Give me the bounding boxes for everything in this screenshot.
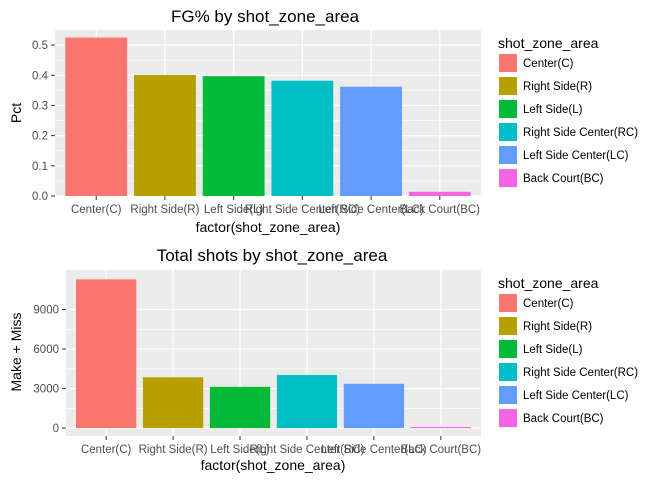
legend-label: Back Court(BC) bbox=[523, 173, 604, 185]
legend-key bbox=[499, 146, 517, 164]
legend-label: Center(C) bbox=[523, 58, 574, 70]
legend-key bbox=[499, 340, 517, 358]
legend-key bbox=[499, 77, 517, 95]
y-axis-title: Make + Miss bbox=[8, 313, 24, 392]
y-tick-label: 0.1 bbox=[32, 161, 48, 173]
x-tick-label: Left Side(L) bbox=[204, 204, 264, 216]
x-tick-label: Right Side(R) bbox=[130, 204, 199, 216]
legend-key bbox=[499, 54, 517, 72]
x-tick-label: Right Side Center(RC) bbox=[249, 444, 364, 456]
legend-key bbox=[499, 363, 517, 381]
x-tick-label: Right Side Center(RC) bbox=[245, 204, 360, 216]
bar bbox=[209, 386, 271, 429]
bar bbox=[410, 427, 471, 429]
legend-title: shot_zone_area bbox=[498, 35, 599, 51]
legend-label: Right Side(R) bbox=[523, 81, 592, 93]
bar bbox=[134, 74, 196, 196]
legend-label: Left Side(L) bbox=[523, 104, 583, 116]
legend: shot_zone_area Center(C) Right Side(R) Lef… bbox=[498, 35, 638, 187]
chart-title: Total shots by shot_zone_area bbox=[157, 246, 388, 265]
y-tick-label: 0.3 bbox=[32, 100, 48, 112]
legend-label: Right Side Center(RC) bbox=[523, 127, 638, 139]
legend: shot_zone_area Center(C) Right Side(R) Lef… bbox=[498, 275, 638, 427]
legend-items: Center(C) Right Side(R) Left Side(L) Right … bbox=[499, 294, 638, 427]
x-axis-title: factor(shot_zone_area) bbox=[196, 219, 341, 235]
legend-label: Back Court(BC) bbox=[523, 413, 604, 425]
x-tick-label: Left Side Center(LC) bbox=[321, 444, 427, 456]
legend-key bbox=[499, 123, 517, 141]
legend-key bbox=[499, 169, 517, 187]
legend-label: Center(C) bbox=[523, 298, 574, 310]
legend-label: Right Side Center(RC) bbox=[523, 367, 638, 379]
bar bbox=[276, 375, 338, 429]
bar bbox=[65, 37, 128, 196]
legend-title: shot_zone_area bbox=[498, 275, 599, 291]
legend-label: Left Side(L) bbox=[523, 344, 583, 356]
legend-label: Right Side(R) bbox=[523, 321, 592, 333]
legend-items: Center(C) Right Side(R) Left Side(L) Right … bbox=[499, 54, 638, 187]
bars bbox=[76, 279, 471, 429]
y-tick-label: 0.2 bbox=[32, 131, 48, 143]
y-tick-label: 6000 bbox=[33, 344, 59, 356]
legend-key bbox=[499, 317, 517, 335]
bar bbox=[271, 80, 334, 196]
x-tick-label: Right Side(R) bbox=[139, 444, 208, 456]
y-axis-title: Pct bbox=[8, 103, 24, 123]
x-tick-label: Left Side(L) bbox=[210, 444, 270, 456]
y-ticks: 0.0 0.1 0.2 0.3 0.4 0.5 bbox=[32, 40, 55, 203]
bar bbox=[142, 377, 204, 429]
y-ticks: 0 3000 6000 9000 bbox=[33, 305, 66, 435]
fg-pct-chart: FG% by shot_zone_area 0.0 0.1 0.2 0.3 0.4 0.5… bbox=[8, 7, 638, 235]
total-shots-chart: Total shots by shot_zone_area 0 3000 6000 9… bbox=[8, 246, 638, 473]
y-tick-label: 0.5 bbox=[32, 40, 48, 52]
x-tick-label: Center(C) bbox=[81, 444, 132, 456]
y-tick-label: 0.4 bbox=[32, 70, 49, 82]
y-tick-label: 9000 bbox=[33, 305, 59, 317]
x-tick-label: Left Side Center(LC) bbox=[318, 204, 424, 216]
bars bbox=[65, 37, 471, 196]
legend-label: Left Side Center(LC) bbox=[523, 390, 629, 402]
bar bbox=[340, 86, 402, 196]
legend-key bbox=[499, 100, 517, 118]
legend-key bbox=[499, 386, 517, 404]
y-tick-label: 0.0 bbox=[32, 191, 48, 203]
bar bbox=[76, 279, 137, 429]
x-ticks: Center(C) Right Side(R) Left Side(L)Right … bbox=[71, 196, 480, 216]
x-tick-label: Back Court(BC) bbox=[401, 444, 482, 456]
chart-title: FG% by shot_zone_area bbox=[171, 7, 360, 26]
x-axis-title: factor(shot_zone_area) bbox=[201, 457, 346, 473]
bar bbox=[202, 76, 265, 196]
x-tick-label: Back Court(BC) bbox=[400, 204, 481, 216]
x-tick-label: Center(C) bbox=[71, 204, 122, 216]
y-tick-label: 0 bbox=[53, 423, 59, 435]
x-ticks: Center(C) Right Side(R) Left Side(L)Right … bbox=[81, 436, 481, 456]
bar bbox=[408, 191, 471, 196]
y-tick-label: 3000 bbox=[33, 384, 59, 396]
legend-key bbox=[499, 409, 517, 427]
legend-label: Left Side Center(LC) bbox=[523, 150, 629, 162]
legend-key bbox=[499, 294, 517, 312]
bar bbox=[343, 383, 405, 429]
